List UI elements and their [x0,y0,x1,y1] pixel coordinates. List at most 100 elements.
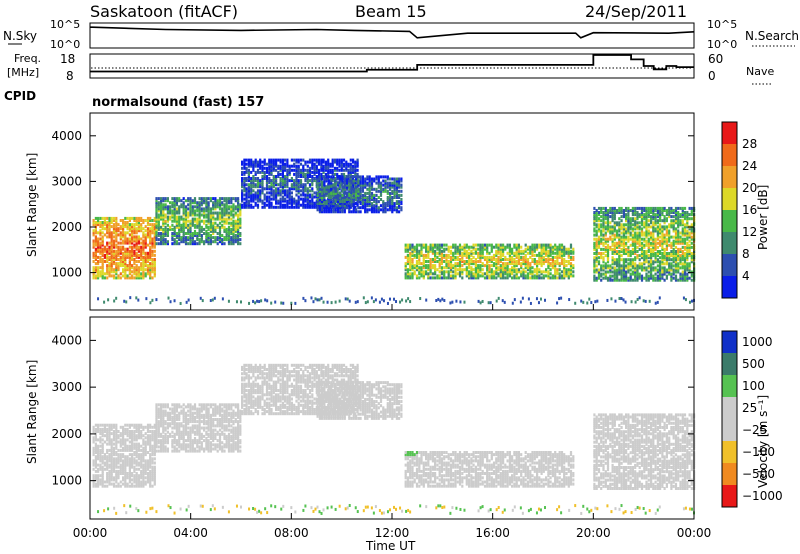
power-cell [142,231,145,235]
power-cell [452,253,455,257]
power-cell [295,175,298,178]
power-cell [631,243,634,247]
power-cell [142,255,145,259]
power-cell [677,268,680,272]
power-cell [502,249,505,253]
power-cell [110,225,113,229]
power-cell [551,251,554,255]
power-cell [645,250,648,253]
power-cell [214,225,217,229]
power-cell [112,258,116,261]
power-cell [304,175,307,178]
power-cell [468,247,471,251]
power-cell [294,301,297,305]
power-cell [354,168,357,172]
power-cell [345,164,348,168]
power-cell [517,255,520,259]
power-cell [341,187,344,191]
power-cell [272,160,275,164]
power-cell [272,179,275,183]
power-cell [124,270,127,274]
power-cell [92,241,95,245]
power-cell [465,251,468,255]
power-cell [357,198,360,201]
power-cell [440,272,443,276]
power-cell [379,198,383,201]
power-cell [321,187,324,191]
power-cell [377,206,380,210]
power-cell [196,221,199,225]
power-cell [674,215,678,219]
power-cell [492,262,496,266]
power-cell [295,177,298,180]
power-cell [221,234,224,237]
power-cell [348,187,351,191]
power-cell [144,235,147,239]
power-cell [232,215,235,219]
power-cell [419,297,422,301]
power-cell [348,189,351,193]
power-cell [131,249,134,253]
power-cell [418,251,421,255]
power-cell [665,260,668,264]
power-cell [101,223,104,227]
power-cell [618,241,621,245]
power-cell [221,215,224,219]
power-cell [318,172,321,176]
power-cell [368,185,371,189]
power-cell [131,270,134,274]
power-cell [293,183,296,187]
power-cell [288,164,291,168]
power-cell [606,243,610,247]
power-cell [101,239,104,243]
power-cell [375,210,378,214]
power-cell [604,274,607,278]
power-cell [659,272,662,276]
power-cell [187,211,190,215]
power-cell [169,205,172,209]
power-cell [209,229,212,233]
power-cell [135,247,138,251]
power-cell [677,231,680,235]
power-cell [325,177,328,181]
power-cell [504,270,507,274]
power-cell [688,231,691,235]
power-cell [258,300,261,304]
power-cell [652,209,655,212]
power-cell [452,258,455,261]
power-cell [663,266,666,270]
power-cell [227,221,231,225]
power-cell [209,234,212,237]
power-cell [477,260,480,263]
power-cell [355,187,358,191]
power-cell [449,266,453,270]
power-cell [565,249,568,253]
power-cell [304,197,307,201]
power-cell [189,234,192,237]
power-cell [445,270,448,274]
power-cell [520,251,523,255]
power-cell [499,274,502,278]
power-cell [241,191,244,195]
power-cell [634,247,637,251]
power-cell [627,237,630,241]
power-cell [223,217,226,221]
power-cell [153,233,156,237]
power-cell [674,219,678,223]
power-cell [151,266,154,270]
power-cell [405,299,408,303]
power-cell [508,251,511,255]
power-cell [411,249,414,253]
power-cell [663,278,666,282]
power-cell [117,264,120,268]
power-cell [674,258,678,262]
power-cell [638,272,641,276]
power-cell [237,238,240,242]
power-cell [103,300,106,304]
power-cell [245,189,248,193]
power-cell [321,183,324,187]
power-cell [670,252,673,255]
power-cell [325,193,328,197]
power-cell [191,201,194,205]
power-cell [506,268,509,272]
